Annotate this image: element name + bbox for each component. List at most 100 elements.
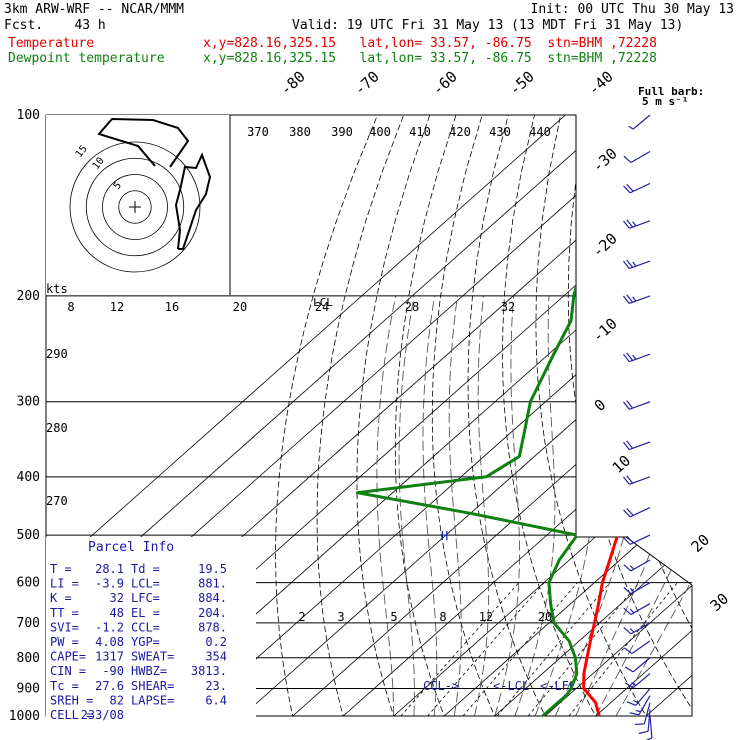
- wind-barb: [623, 559, 651, 572]
- wind-barb: [622, 400, 651, 410]
- isotherm-line: [645, 115, 692, 716]
- panel-value: 4.08: [95, 635, 124, 649]
- theta-e-label: 24: [315, 300, 329, 314]
- panel-key: CAPE=: [50, 650, 86, 664]
- panel-value: -3.9: [95, 577, 124, 591]
- panel-key: PW =: [50, 635, 79, 649]
- theta-e-label: 380: [289, 125, 311, 139]
- pressure-label: 600: [17, 576, 40, 591]
- isotherm-line: [191, 115, 692, 716]
- moist-adiabat: [615, 295, 692, 716]
- dry-adiabat: [716, 115, 740, 729]
- theta-e-label: 16: [165, 300, 179, 314]
- wind-barb: [634, 702, 651, 726]
- wind-barb: [645, 715, 653, 740]
- theta-e-label: 12: [110, 300, 124, 314]
- wind-barb: [622, 259, 651, 270]
- wind-barb: [626, 688, 651, 706]
- mixing-ratio-label: 3: [337, 610, 344, 624]
- panel-title: Parcel Info: [88, 540, 174, 555]
- mixing-ratio-line: [427, 582, 545, 716]
- dry-adiabat: [535, 115, 655, 716]
- panel-key: EL =: [131, 606, 160, 620]
- mixing-ratio-line: [462, 582, 578, 716]
- lcl-marker: <-LCL: [493, 679, 529, 693]
- mixing-ratio-line: [496, 582, 611, 716]
- theta-e-label: 270: [46, 494, 68, 508]
- barb-key-value: 5 m s⁻¹: [642, 95, 688, 108]
- isotherm-label: -70: [351, 67, 383, 99]
- panel-value: 881.: [198, 577, 227, 591]
- theta-e-label: 390: [331, 125, 353, 139]
- theta-e-label: 430: [489, 125, 511, 139]
- panel-value: -1.2: [95, 620, 124, 634]
- wind-barb: [623, 622, 651, 635]
- isotherm-label: -80: [277, 67, 309, 99]
- moist-adiabat: [448, 295, 462, 716]
- wind-barb: [624, 657, 651, 673]
- wind-barb: [623, 582, 651, 595]
- panel-key: Tc =: [50, 679, 79, 693]
- wind-barb: [622, 294, 651, 305]
- isotherm-label: -40: [585, 67, 617, 99]
- panel-value: -90: [102, 664, 124, 678]
- theta-e-label: 290: [46, 347, 68, 361]
- dry-adiabat: [316, 115, 405, 716]
- panel-key: YGP=: [131, 635, 160, 649]
- isotherm-label: -50: [506, 67, 538, 99]
- panel-value: 19.5: [198, 562, 227, 576]
- panel-value: 878.: [198, 620, 227, 634]
- ccl-marker: CCL->: [423, 679, 459, 693]
- theta-e-label: 400: [369, 125, 391, 139]
- wind-barb: [622, 352, 651, 363]
- isotherm-label: -20: [589, 229, 621, 261]
- panel-value: 23.: [205, 679, 227, 693]
- moist-adiabat: [474, 295, 490, 716]
- theta-e-label: 280: [46, 421, 68, 435]
- hwbz-marker: H: [441, 529, 448, 543]
- lcl-label: LCL: [313, 296, 333, 309]
- isotherm-label: -10: [589, 314, 621, 346]
- wind-barb: [624, 640, 651, 655]
- pressure-label: 700: [17, 616, 40, 631]
- theta-e-label: 32: [501, 300, 515, 314]
- panel-value: 48: [110, 606, 124, 620]
- mixing-ratio-label: 20: [538, 610, 552, 624]
- panel-value: 884.: [198, 591, 227, 605]
- pressure-label: 100: [17, 108, 40, 123]
- panel-key: LI =: [50, 577, 79, 591]
- theta-e-label: 370: [247, 125, 269, 139]
- dry-adiabat: [502, 115, 604, 716]
- model-title: 3km ARW-WRF -- NCAR/MMM: [4, 2, 185, 17]
- isotherm-line: [393, 115, 692, 716]
- panel-value: 354: [205, 650, 227, 664]
- pressure-label: 400: [17, 470, 40, 485]
- valid-time: Valid: 19 UTC Fri 31 May 13 (13 MDT Fri …: [292, 18, 684, 33]
- pressure-label: 300: [17, 395, 40, 410]
- wind-barb: [622, 219, 651, 229]
- panel-value: 3813.: [191, 664, 227, 678]
- isotherm-line: [494, 115, 692, 716]
- panel-value: 82: [110, 693, 124, 707]
- temperature-legend-info: x,y=828.16,325.15 lat,lon= 33.57, -86.75…: [203, 36, 657, 51]
- panel-key: CCL=: [131, 620, 160, 634]
- moist-adiabat: [595, 295, 692, 716]
- wind-barb: [623, 603, 651, 616]
- moist-adiabat: [398, 295, 415, 716]
- panel-key: Td =: [131, 562, 160, 576]
- isotherm-label: -60: [429, 67, 461, 99]
- dry-adiabat: [431, 115, 501, 716]
- isotherm-line: [595, 115, 692, 716]
- theta-e-label: 410: [409, 125, 431, 139]
- temperature-profile: [582, 115, 692, 716]
- wind-barb: [638, 709, 651, 735]
- dry-adiabat: [356, 115, 431, 716]
- hodograph-ring: [102, 174, 168, 240]
- panel-key: CELL =: [50, 708, 93, 722]
- dry-adiabat: [567, 115, 692, 716]
- mixing-ratio-line: [568, 582, 678, 716]
- wind-barb-column: [622, 114, 653, 740]
- moist-adiabat: [376, 295, 397, 716]
- pressure-label: 1000: [9, 709, 40, 724]
- barb-key-title: Full barb:: [638, 85, 704, 98]
